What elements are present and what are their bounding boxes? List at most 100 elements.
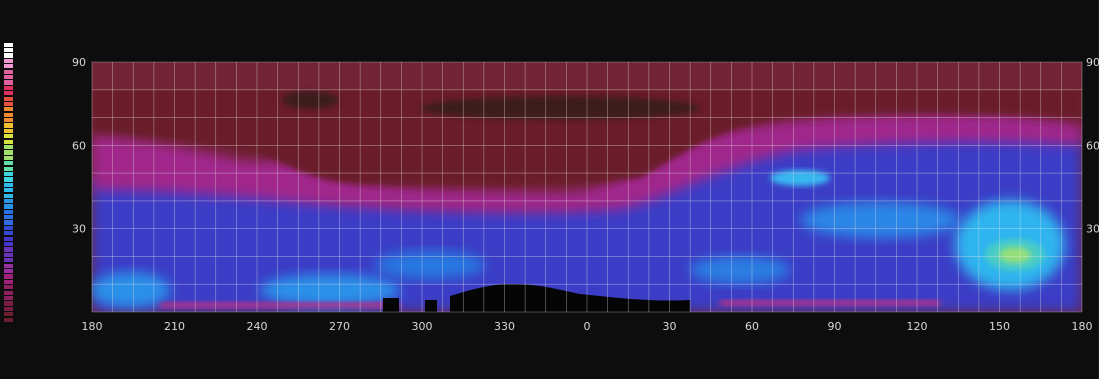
legend-row xyxy=(4,134,64,139)
legend-swatch xyxy=(4,269,13,274)
legend-swatch xyxy=(4,225,13,231)
legend-swatch xyxy=(4,242,13,247)
legend-row xyxy=(4,241,64,247)
grid-lines xyxy=(91,61,1083,313)
legend-swatch xyxy=(4,155,13,160)
legend-row xyxy=(4,107,64,112)
legend-swatch xyxy=(4,123,13,128)
x-tick-label: 0 xyxy=(584,320,591,333)
legend-row xyxy=(4,236,64,241)
legend-row xyxy=(4,225,64,231)
x-tick-label: 60 xyxy=(745,320,759,333)
legend-row xyxy=(4,91,64,96)
y-tick-label-left: 60 xyxy=(72,139,86,152)
legend-swatch xyxy=(4,47,13,53)
legend-row xyxy=(4,247,64,252)
legend-swatch xyxy=(4,85,13,90)
cyan-feature xyxy=(260,274,400,306)
x-tick-label: 270 xyxy=(329,320,350,333)
y-tick-label-right: 90 xyxy=(1086,56,1099,69)
legend-row xyxy=(4,155,64,160)
legend-row xyxy=(4,144,64,150)
legend-row xyxy=(4,123,64,128)
legend-row xyxy=(4,74,64,80)
legend-swatch xyxy=(4,193,13,198)
legend-row xyxy=(4,58,64,63)
dark-patch xyxy=(282,91,338,109)
legend-swatch xyxy=(4,134,13,139)
y-tick-label-left: 90 xyxy=(72,56,86,69)
color-legend xyxy=(4,42,64,322)
legend-row xyxy=(4,171,64,177)
cyan-feature xyxy=(690,256,790,284)
legend-swatch xyxy=(4,161,13,166)
legend-swatch xyxy=(4,128,13,134)
legend-row xyxy=(4,96,64,101)
legend-swatch xyxy=(4,247,13,252)
legend-row xyxy=(4,42,64,47)
legend-swatch xyxy=(4,301,13,306)
y-tick-label-right: 30 xyxy=(1086,223,1099,236)
legend-row xyxy=(4,117,64,123)
legend-swatch xyxy=(4,166,13,171)
cyan-feature xyxy=(770,170,830,186)
legend-row xyxy=(4,64,64,69)
x-tick-label: 240 xyxy=(247,320,268,333)
legend-row xyxy=(4,231,64,236)
legend-swatch xyxy=(4,139,13,144)
missing-data-region xyxy=(383,298,399,312)
legend-swatch xyxy=(4,258,13,263)
legend-row xyxy=(4,279,64,284)
legend-row xyxy=(4,177,64,182)
legend-swatch xyxy=(4,42,13,47)
legend-swatch xyxy=(4,317,13,322)
legend-row xyxy=(4,317,64,322)
equator-streak xyxy=(160,302,400,308)
y-tick-label-right: 60 xyxy=(1086,139,1099,152)
legend-row xyxy=(4,198,64,204)
legend-row xyxy=(4,101,64,107)
legend-swatch xyxy=(4,236,13,241)
legend-row xyxy=(4,258,64,263)
legend-row xyxy=(4,80,64,85)
legend-row xyxy=(4,139,64,144)
legend-row xyxy=(4,209,64,214)
legend-swatch xyxy=(4,274,13,279)
legend-swatch xyxy=(4,188,13,193)
legend-swatch xyxy=(4,295,13,301)
legend-row xyxy=(4,312,64,317)
equator-streak xyxy=(720,300,940,306)
x-tick-label: 180 xyxy=(1072,320,1093,333)
legend-row xyxy=(4,150,64,155)
legend-row xyxy=(4,182,64,187)
legend-row xyxy=(4,285,64,290)
legend-row xyxy=(4,193,64,198)
cyan-feature xyxy=(92,272,170,308)
dark-patch xyxy=(420,96,700,120)
legend-row xyxy=(4,220,64,225)
legend-row xyxy=(4,85,64,90)
x-axis: 180 210 240 270 300 330 0 30 60 90 120 150 180 xyxy=(82,320,1093,333)
y-axis-left: 90 60 30 xyxy=(72,56,86,236)
legend-row xyxy=(4,252,64,258)
x-tick-label: 330 xyxy=(494,320,515,333)
legend-row xyxy=(4,295,64,301)
legend-swatch xyxy=(4,58,13,63)
legend-swatch xyxy=(4,171,13,177)
legend-swatch xyxy=(4,312,13,317)
legend-swatch xyxy=(4,107,13,112)
legend-swatch xyxy=(4,215,13,220)
legend-swatch xyxy=(4,96,13,101)
legend-swatch xyxy=(4,177,13,182)
x-tick-label: 90 xyxy=(828,320,842,333)
legend-swatch xyxy=(4,182,13,187)
heatmap-field xyxy=(92,62,1082,312)
legend-swatch xyxy=(4,220,13,225)
legend-row xyxy=(4,263,64,268)
y-axis-right: 90 60 30 xyxy=(1086,56,1099,236)
legend-swatch xyxy=(4,74,13,80)
legend-swatch xyxy=(4,252,13,258)
x-tick-label: 210 xyxy=(164,320,185,333)
